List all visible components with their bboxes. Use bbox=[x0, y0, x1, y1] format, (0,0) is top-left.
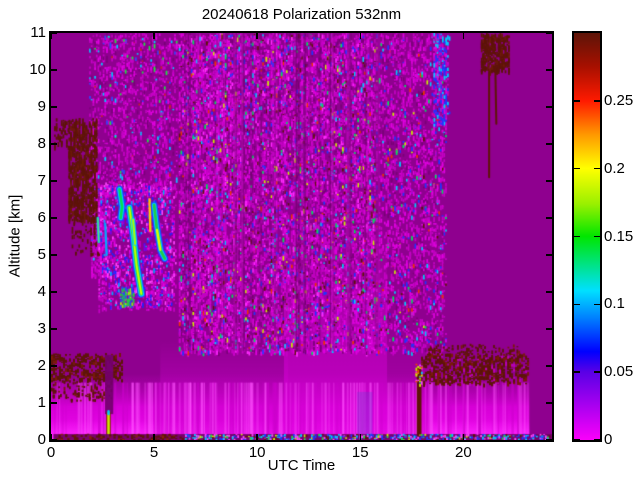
y-tick-label: 0 bbox=[37, 431, 46, 448]
x-tick-label: 10 bbox=[248, 444, 266, 461]
colorbar-tick-mark bbox=[574, 167, 580, 170]
x-tick-mark bbox=[359, 33, 361, 39]
y-tick-mark bbox=[51, 365, 57, 367]
y-tick-mark bbox=[51, 291, 57, 293]
x-axis-label: UTC Time bbox=[267, 457, 336, 474]
x-tick-mark bbox=[50, 434, 52, 440]
y-tick-label: 10 bbox=[29, 61, 46, 78]
y-axis-label: Altitude [km] bbox=[6, 194, 24, 278]
colorbar-tick-mark bbox=[574, 439, 580, 441]
y-tick-label: 9 bbox=[37, 98, 46, 115]
colorbar-tick-mark bbox=[594, 303, 600, 306]
y-tick-mark bbox=[546, 291, 552, 293]
y-tick-mark bbox=[546, 180, 552, 182]
chart-title: 20240618 Polarization 532nm bbox=[201, 6, 402, 23]
y-tick-mark bbox=[51, 402, 57, 404]
colorbar-tick-label: 0.1 bbox=[604, 295, 625, 313]
colorbar-tick-mark bbox=[594, 100, 600, 102]
y-tick-label: 11 bbox=[30, 24, 46, 41]
colorbar-tick-mark bbox=[574, 235, 580, 238]
y-tick-mark bbox=[51, 143, 57, 145]
colorbar-tick-mark bbox=[594, 167, 600, 170]
y-tick-mark bbox=[51, 217, 57, 219]
y-tick-mark bbox=[546, 328, 552, 330]
y-tick-label: 5 bbox=[37, 246, 46, 263]
x-tick-mark bbox=[462, 33, 465, 39]
colorbar-tick-label: 0.25 bbox=[604, 91, 634, 109]
y-tick-label: 4 bbox=[37, 283, 46, 300]
x-tick-mark bbox=[359, 434, 361, 440]
y-tick-mark bbox=[546, 402, 552, 404]
colorbar-tick-mark bbox=[594, 235, 600, 238]
y-tick-mark bbox=[51, 328, 57, 330]
colorbar-tick-mark bbox=[594, 371, 600, 373]
colorbar-tick-label: 0.2 bbox=[604, 159, 625, 177]
x-tick-label: 20 bbox=[455, 444, 472, 461]
y-tick-mark bbox=[51, 106, 57, 108]
colorbar-tick-label: 0.15 bbox=[604, 227, 634, 245]
y-tick-mark bbox=[51, 69, 57, 71]
x-tick-label: 0 bbox=[46, 444, 56, 461]
y-tick-label: 1 bbox=[37, 394, 46, 411]
y-tick-mark bbox=[51, 180, 57, 182]
y-tick-mark bbox=[546, 254, 552, 256]
colorbar-tick-mark bbox=[574, 100, 580, 102]
y-tick-label: 3 bbox=[37, 320, 46, 337]
y-tick-mark bbox=[546, 217, 552, 219]
y-tick-mark bbox=[546, 365, 552, 367]
colorbar bbox=[572, 31, 602, 442]
x-tick-mark bbox=[50, 33, 52, 39]
y-tick-mark bbox=[546, 106, 552, 108]
x-tick-label: 5 bbox=[149, 444, 159, 461]
colorbar-tick-mark bbox=[594, 439, 600, 441]
y-tick-mark bbox=[546, 143, 552, 145]
plot-area bbox=[49, 31, 554, 442]
x-tick-mark bbox=[153, 33, 155, 39]
x-tick-label: 15 bbox=[351, 444, 369, 461]
y-tick-mark bbox=[51, 439, 57, 441]
y-tick-label: 7 bbox=[37, 172, 46, 189]
colorbar-tick-mark bbox=[574, 371, 580, 373]
y-tick-label: 2 bbox=[37, 357, 46, 374]
y-tick-label: 6 bbox=[37, 209, 46, 226]
colorbar-tick-label: 0 bbox=[604, 431, 613, 448]
x-tick-mark bbox=[256, 434, 258, 440]
y-tick-mark bbox=[51, 254, 57, 256]
y-tick-mark bbox=[546, 32, 552, 34]
y-tick-mark bbox=[546, 439, 552, 441]
heatmap-canvas bbox=[51, 33, 552, 440]
y-tick-mark bbox=[51, 32, 57, 34]
x-tick-mark bbox=[462, 434, 465, 440]
y-tick-mark bbox=[546, 69, 552, 71]
y-tick-label: 8 bbox=[37, 135, 46, 152]
x-tick-mark bbox=[256, 33, 258, 39]
x-tick-mark bbox=[153, 434, 155, 440]
colorbar-tick-mark bbox=[574, 303, 580, 306]
colorbar-tick-label: 0.05 bbox=[604, 363, 634, 381]
